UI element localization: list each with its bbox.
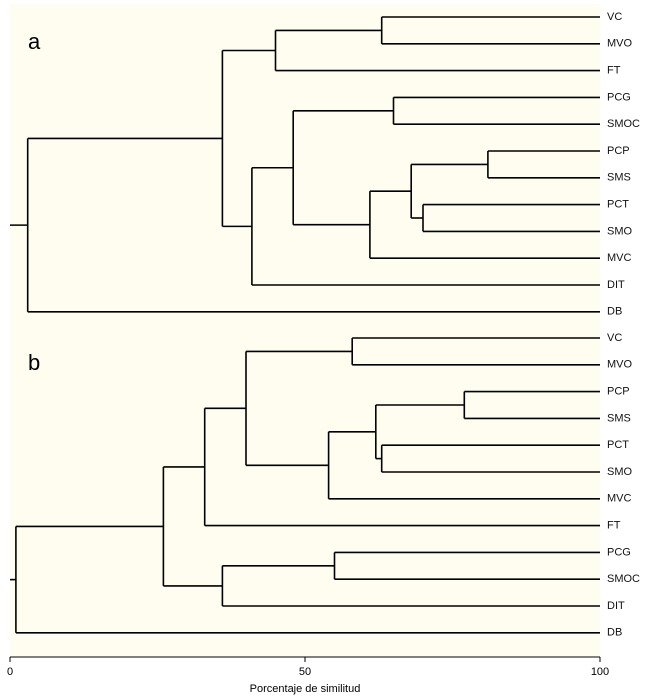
leaf-label-a-pcg: PCG [607,91,631,103]
x-axis-title: Porcentaje de similitud [250,683,361,695]
leaf-label-b-mvc: MVC [607,493,632,505]
leaf-label-b-db: DB [607,627,622,639]
x-tick-label-0: 0 [7,666,13,678]
leaf-label-b-mvo: MVO [607,359,633,371]
leaf-labels: VC MVO FT PCG SMOC PCP SMS PCT SMO MVC DIT DB VC MVO P… [607,11,640,639]
dendrogram-branches [10,16,600,634]
x-tick-label-100: 100 [591,666,609,678]
leaf-label-b-vc: VC [607,332,622,344]
panel-label-b: b [28,350,40,375]
leaf-label-b-smoc: SMOC [607,573,640,585]
leaf-label-b-ft: FT [607,520,621,532]
leaf-label-a-smo: SMO [607,225,633,237]
leaf-label-a-pct: PCT [607,199,629,211]
leaf-label-a-dit: DIT [607,279,625,291]
leaf-label-a-vc: VC [607,11,622,23]
x-tick-label-50: 50 [299,666,311,678]
leaf-label-a-mvo: MVO [607,38,633,50]
leaf-label-a-db: DB [607,306,622,318]
leaf-label-a-ft: FT [607,65,621,77]
leaf-label-a-sms: SMS [607,172,631,184]
leaf-label-a-pcp: PCP [607,145,630,157]
leaf-label-b-pcp: PCP [607,386,630,398]
leaf-label-b-pcg: PCG [607,546,631,558]
leaf-label-a-mvc: MVC [607,252,632,264]
plot-background [10,4,600,656]
leaf-label-a-smoc: SMOC [607,118,640,130]
panel-label-a: a [28,29,41,54]
leaf-label-b-dit: DIT [607,600,625,612]
leaf-label-b-smo: SMO [607,466,633,478]
x-axis: 0 50 100 [7,656,609,678]
leaf-label-b-pct: PCT [607,439,629,451]
leaf-label-b-sms: SMS [607,412,631,424]
